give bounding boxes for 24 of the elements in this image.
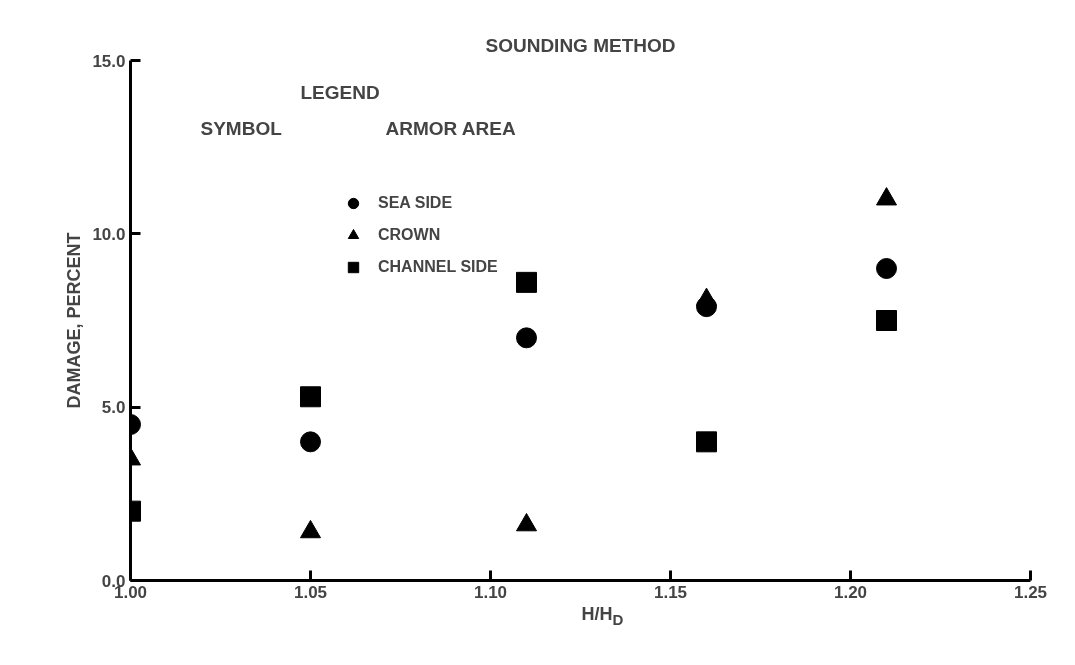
x-tick-label: 1.25	[1013, 582, 1048, 602]
x-tick-label: 1.15	[653, 582, 688, 602]
x-tick-label: 1.20	[833, 582, 868, 602]
x-axis-title: H/H$_{D}$	[581, 603, 624, 630]
legend-title: LEGEND	[300, 81, 380, 103]
point	[876, 258, 897, 279]
point	[516, 327, 537, 349]
legend-label: CROWN	[378, 226, 441, 244]
point	[300, 431, 321, 453]
y-axis-title: DAMAGE, PERCENT	[64, 232, 85, 409]
x-tick-label: 1.05	[293, 582, 328, 602]
legend-label: SEA SIDE	[378, 194, 453, 212]
annotation: ARMOR AREA	[385, 117, 516, 139]
point	[696, 431, 717, 453]
y-tick-label: 15.0	[92, 51, 126, 71]
point	[300, 386, 321, 408]
chart-title: SOUNDING METHOD	[485, 34, 676, 56]
y-tick-label: 10.0	[92, 224, 126, 244]
point	[876, 310, 897, 331]
point	[516, 271, 537, 293]
y-tick-label: 5.0	[101, 398, 126, 418]
x-tick-label: 1.10	[473, 582, 508, 602]
legend-label: CHANNEL SIDE	[378, 258, 498, 276]
annotation: SYMBOL	[200, 117, 283, 139]
